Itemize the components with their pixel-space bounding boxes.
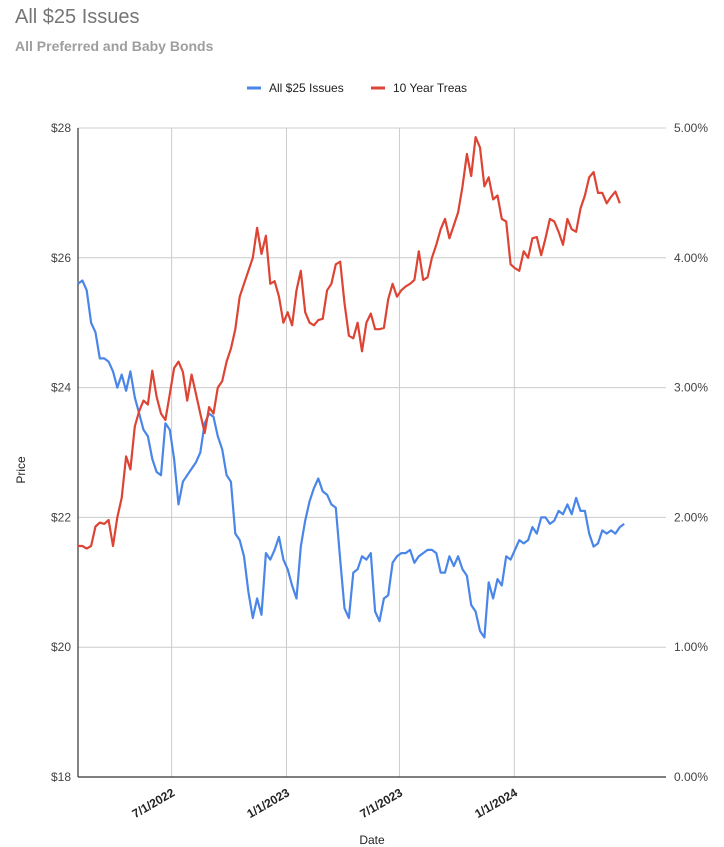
chart-title: All $25 Issues <box>15 6 140 28</box>
legend-label: All $25 Issues <box>269 81 344 95</box>
axes: $18 $20 $22 $24 $26 $28 0.00% 1.00% 2.00% 3.00% 4.… <box>14 121 708 847</box>
y-left-tick-label: $18 <box>51 770 71 784</box>
series-line <box>78 136 621 550</box>
y-right-tick-label: 2.00% <box>674 510 708 524</box>
y-left-tick-label: $26 <box>51 251 71 265</box>
legend: All $25 Issues 10 Year Treas <box>247 81 467 95</box>
y-right-tick-label: 5.00% <box>674 121 708 135</box>
x-tick-label: 1/1/2024 <box>472 785 520 821</box>
y-right-tick-label: 0.00% <box>674 770 708 784</box>
gridlines <box>78 127 666 777</box>
series-lines <box>77 136 625 639</box>
y-axis-title: Price <box>14 456 28 484</box>
legend-label: 10 Year Treas <box>393 81 467 95</box>
y-right-tick-label: 4.00% <box>674 251 708 265</box>
x-tick-label: 7/1/2023 <box>358 785 406 821</box>
series-line <box>77 279 625 639</box>
x-axis-title: Date <box>359 833 385 847</box>
y-right-tick-label: 3.00% <box>674 381 708 395</box>
chart-subtitle: All Preferred and Baby Bonds <box>15 38 214 54</box>
y-left-tick-label: $24 <box>51 381 71 395</box>
y-left-tick-label: $20 <box>51 640 71 654</box>
y-left-tick-label: $22 <box>51 510 71 524</box>
x-tick-label: 7/1/2022 <box>130 785 178 821</box>
x-tick-label: 1/1/2023 <box>245 785 293 821</box>
y-left-tick-label: $28 <box>51 121 71 135</box>
y-right-tick-label: 1.00% <box>674 640 708 654</box>
